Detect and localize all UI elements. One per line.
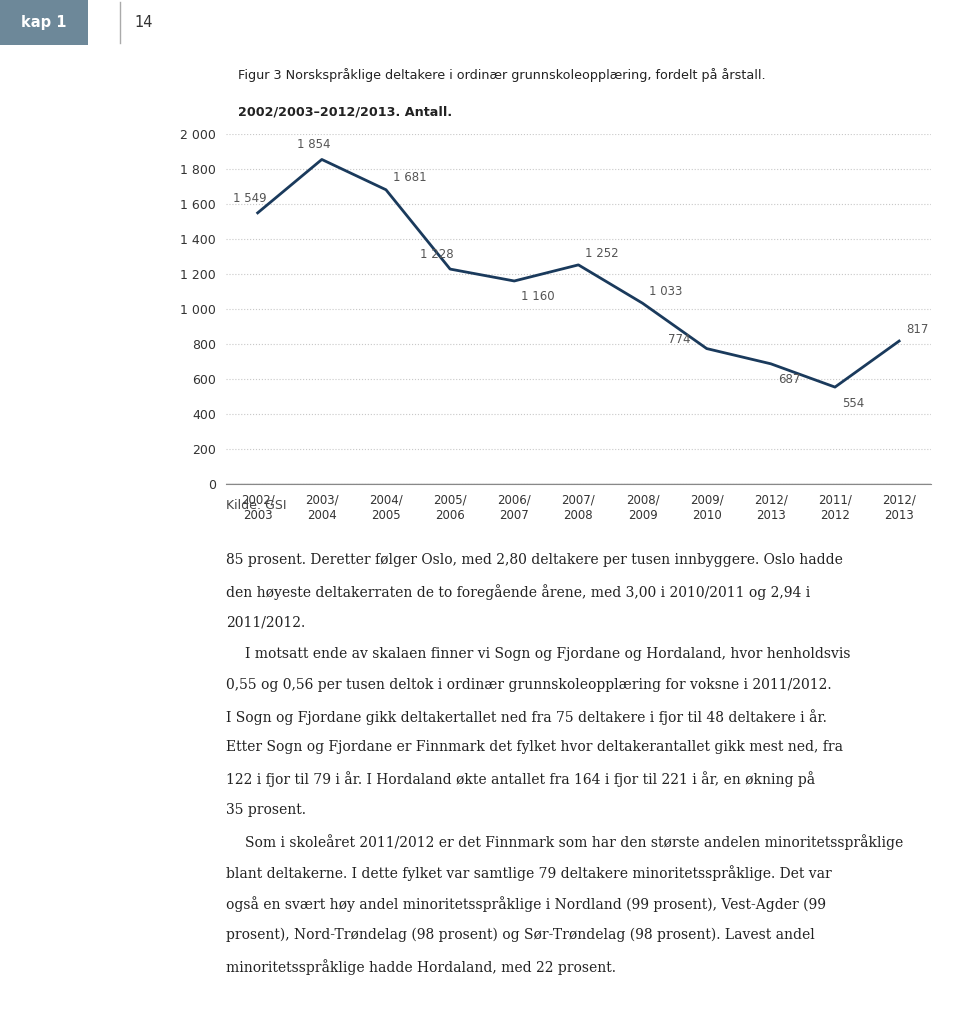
Text: blant deltakerne. I dette fylket var samtlige 79 deltakere minoritetsspråklige. : blant deltakerne. I dette fylket var sam… bbox=[226, 865, 831, 881]
Text: 1 681: 1 681 bbox=[393, 171, 426, 184]
Text: prosent), Nord-Trøndelag (98 prosent) og Sør-Trøndelag (98 prosent). Lavest ande: prosent), Nord-Trøndelag (98 prosent) og… bbox=[226, 928, 814, 942]
Text: 817: 817 bbox=[906, 322, 928, 336]
Text: også en svært høy andel minoritetsspråklige i Nordland (99 prosent), Vest-Agder : også en svært høy andel minoritetsspråkl… bbox=[226, 896, 826, 913]
Text: 1 160: 1 160 bbox=[521, 290, 555, 304]
Text: 1 033: 1 033 bbox=[650, 285, 683, 298]
Text: Figur 3 Norskspråklige deltakere i ordinær grunnskoleopplæring, fordelt på årsta: Figur 3 Norskspråklige deltakere i ordin… bbox=[238, 68, 766, 82]
Text: 1 228: 1 228 bbox=[420, 248, 453, 261]
Text: 1 549: 1 549 bbox=[232, 192, 266, 205]
Text: I motsatt ende av skalaen finner vi Sogn og Fjordane og Hordaland, hvor henholds: I motsatt ende av skalaen finner vi Sogn… bbox=[246, 647, 851, 660]
Text: Som i skoleåret 2011/2012 er det Finnmark som har den største andelen minoritets: Som i skoleåret 2011/2012 er det Finnmar… bbox=[246, 834, 903, 850]
Text: 1 252: 1 252 bbox=[586, 246, 619, 260]
Text: 85 prosent. Deretter følger Oslo, med 2,80 deltakere per tusen innbyggere. Oslo : 85 prosent. Deretter følger Oslo, med 2,… bbox=[226, 553, 843, 566]
Text: 2011/2012.: 2011/2012. bbox=[226, 615, 305, 629]
Text: 122 i fjor til 79 i år. I Hordaland økte antallet fra 164 i fjor til 221 i år, e: 122 i fjor til 79 i år. I Hordaland økte… bbox=[226, 771, 815, 787]
Text: kap 1: kap 1 bbox=[21, 15, 67, 30]
Text: 2002/2003–2012/2013. Antall.: 2002/2003–2012/2013. Antall. bbox=[238, 105, 452, 118]
Text: minoritetsspråklige hadde Hordaland, med 22 prosent.: minoritetsspråklige hadde Hordaland, med… bbox=[226, 959, 615, 974]
Bar bbox=[0, 0, 88, 45]
Text: den høyeste deltakerraten de to foregående årene, med 3,00 i 2010/2011 og 2,94 i: den høyeste deltakerraten de to foregåen… bbox=[226, 584, 810, 599]
Text: 14: 14 bbox=[134, 15, 153, 30]
Text: I Sogn og Fjordane gikk deltakertallet ned fra 75 deltakere i fjor til 48 deltak: I Sogn og Fjordane gikk deltakertallet n… bbox=[226, 709, 827, 725]
Text: 687: 687 bbox=[778, 373, 800, 386]
Text: Kilde: GSI: Kilde: GSI bbox=[226, 500, 286, 512]
Text: 0,55 og 0,56 per tusen deltok i ordinær grunnskoleopplæring for voksne i 2011/20: 0,55 og 0,56 per tusen deltok i ordinær … bbox=[226, 678, 831, 692]
Text: 35 prosent.: 35 prosent. bbox=[226, 802, 305, 817]
Text: Etter Sogn og Fjordane er Finnmark det fylket hvor deltakerantallet gikk mest ne: Etter Sogn og Fjordane er Finnmark det f… bbox=[226, 741, 843, 754]
Text: 774: 774 bbox=[668, 333, 690, 346]
Text: 554: 554 bbox=[842, 397, 864, 410]
Text: 1 854: 1 854 bbox=[297, 138, 330, 151]
